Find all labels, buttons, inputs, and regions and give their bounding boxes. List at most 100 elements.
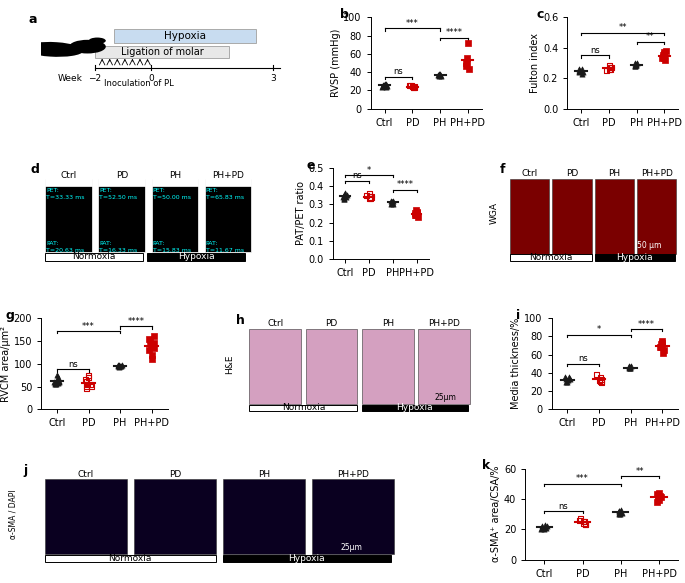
Point [386,198,397,207]
Point [578,68,589,77]
Point [49,377,60,387]
Point [615,510,626,519]
Text: c: c [536,8,543,22]
Point [603,65,614,74]
Bar [510,179,549,254]
Point [82,384,92,394]
Bar [223,555,390,561]
Point [597,375,608,384]
Point [656,336,667,346]
Point [614,507,625,516]
Point [52,370,63,380]
Point [563,373,574,382]
Text: ****: **** [127,317,145,326]
Y-axis label: PAT/PET ratio: PAT/PET ratio [296,181,306,245]
Point [461,58,472,68]
Point [379,79,390,89]
Text: Normoxia: Normoxia [109,554,152,563]
Point [630,60,640,69]
Text: Ligation of molar: Ligation of molar [121,47,203,57]
Point [653,488,664,497]
Point [613,510,624,519]
Text: Ctrl: Ctrl [267,319,284,328]
Point [577,69,588,78]
Bar [151,179,198,252]
Text: 0: 0 [148,74,154,83]
Point [595,373,606,382]
Text: Inoculation of PL: Inoculation of PL [104,79,173,89]
Point [657,338,668,347]
Point [53,378,64,388]
Point [340,192,351,202]
Point [655,343,666,352]
Text: PET:: PET: [206,188,219,193]
Bar [45,252,143,261]
Y-axis label: α-SMA⁺ area/CSA/%: α-SMA⁺ area/CSA/% [491,466,501,563]
Point [382,81,393,90]
Point [52,377,63,386]
Point [464,64,475,73]
Text: Week: Week [58,74,83,83]
Point [462,54,473,63]
Point [53,377,64,386]
Bar [637,179,677,254]
Text: PH: PH [382,319,394,328]
Y-axis label: Media thickness/%: Media thickness/% [512,318,521,409]
Point [652,494,663,504]
Point [408,82,419,92]
Point [49,380,60,389]
Text: T=15.83 ms: T=15.83 ms [153,248,190,253]
Point [656,339,667,349]
Point [366,192,377,202]
Point [339,194,350,203]
Point [580,520,591,529]
Point [149,332,160,341]
Point [630,61,640,71]
Point [624,364,635,373]
Point [380,82,391,92]
Point [381,79,392,89]
Bar [595,254,675,261]
Point [411,209,422,218]
Point [147,341,158,350]
Point [113,361,124,370]
Point [605,65,616,74]
Text: 50 μm: 50 μm [637,241,661,250]
Point [631,58,642,68]
Point [601,66,612,75]
Point [658,48,669,57]
Point [377,82,388,92]
Point [149,339,160,348]
Bar [249,405,358,411]
Text: PH+PD: PH+PD [641,169,673,178]
Point [82,377,92,387]
Point [657,54,668,63]
Text: PD: PD [116,171,128,180]
Point [542,522,553,531]
Text: Normoxia: Normoxia [282,403,325,412]
Text: 3: 3 [270,74,276,83]
Point [623,362,634,371]
Point [604,61,615,71]
Point [540,520,551,529]
Y-axis label: Fulton index: Fulton index [530,33,540,93]
Bar [249,329,301,404]
Text: *: * [597,325,601,334]
Text: Normoxia: Normoxia [529,253,573,262]
Point [379,80,390,90]
Text: **: ** [636,467,644,476]
Text: T=20.63 ms: T=20.63 ms [47,248,85,253]
Point [433,70,444,79]
Text: H&E: H&E [225,354,234,374]
Circle shape [69,40,105,54]
Point [365,192,376,202]
Point [82,380,93,389]
Point [578,517,589,526]
Text: T=11.67 ms: T=11.67 ms [206,248,244,253]
Point [536,522,547,531]
Text: ***: *** [82,321,95,331]
Point [659,54,670,63]
Point [573,65,584,74]
Point [561,377,572,387]
Text: Hypoxia: Hypoxia [178,252,214,261]
